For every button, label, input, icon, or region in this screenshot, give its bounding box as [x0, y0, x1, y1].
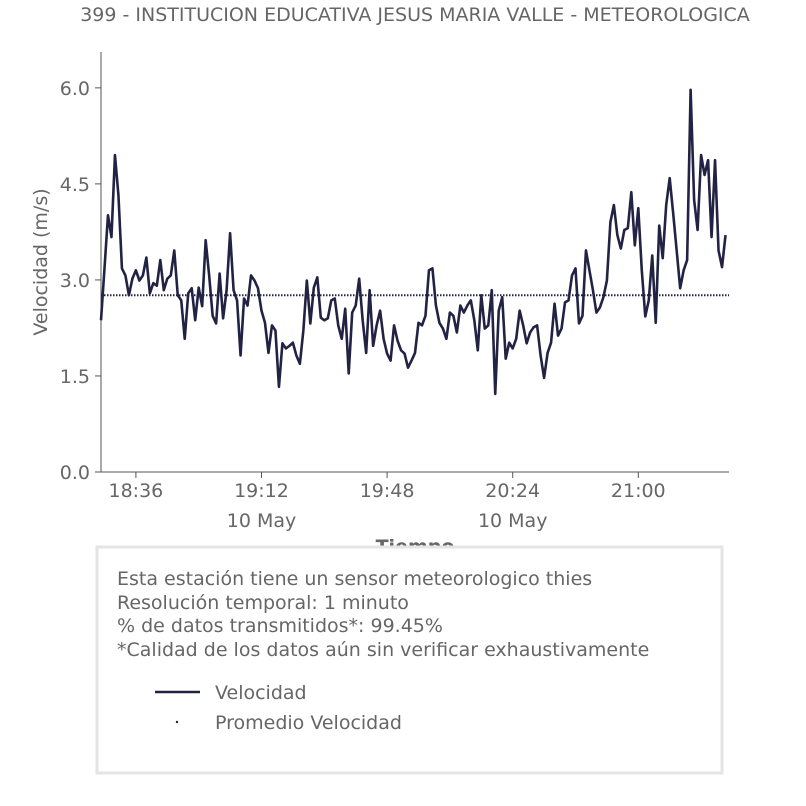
note: % de datos transmitidos*: 99.45% [117, 615, 443, 637]
series-line [99, 88, 727, 396]
y-tick-label: 4.5 [60, 174, 90, 196]
x-tick-label: 18:36 [109, 480, 164, 502]
note: *Calidad de los datos aún sin verificar … [117, 639, 649, 661]
legend-label: Promedio Velocidad [215, 712, 402, 734]
chart-title: 399 - INSTITUCION EDUCATIVA JESUS MARIA … [80, 4, 750, 26]
y-tick-label: 0.0 [60, 462, 90, 484]
legend-label: Velocidad [215, 682, 307, 704]
x-tick-label: 21:00 [611, 480, 666, 502]
x-tick-date: 10 May [478, 510, 548, 532]
y-tick-label: 6.0 [60, 78, 90, 100]
x-tick-label: 19:12 [234, 480, 289, 502]
x-tick-label: 19:48 [360, 480, 415, 502]
y-tick-label: 1.5 [60, 366, 90, 388]
note: Resolución temporal: 1 minuto [117, 592, 409, 614]
note: Esta estación tiene un sensor meteorolog… [117, 568, 592, 590]
legend-box [95, 545, 724, 775]
x-tick-date: 10 May [227, 510, 297, 532]
y-tick-label: 3.0 [60, 270, 90, 292]
y-axis-label: Velocidad (m/s) [30, 188, 52, 335]
legend-swatch [175, 720, 179, 724]
x-tick-label: 20:24 [485, 480, 540, 502]
